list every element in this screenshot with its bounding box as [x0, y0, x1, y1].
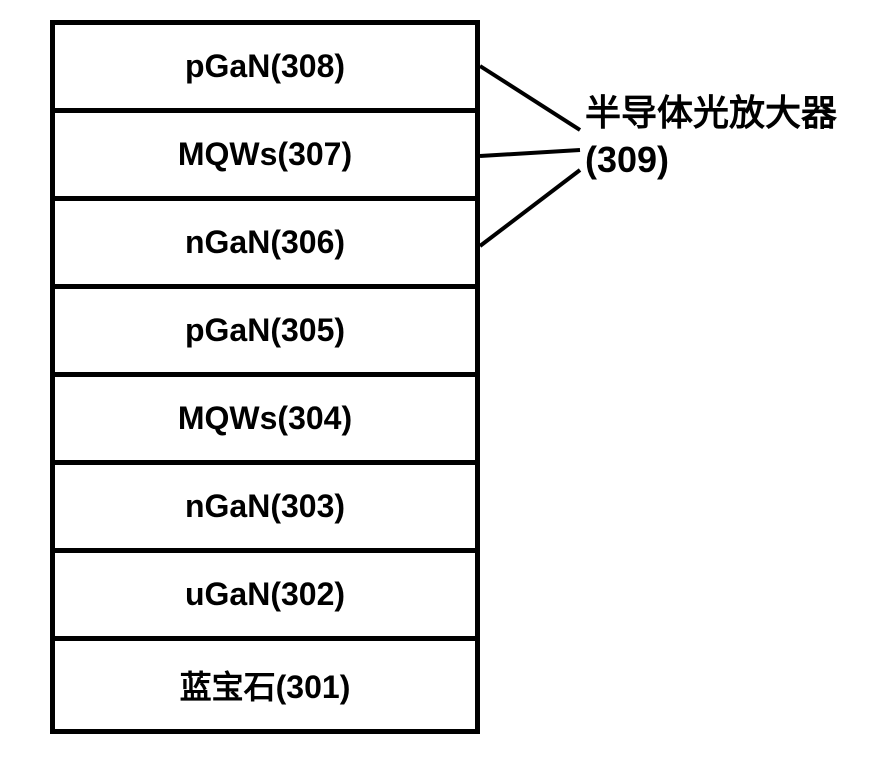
- layer-304: MQWs(304): [55, 377, 475, 465]
- layer-306: nGaN(306): [55, 201, 475, 289]
- layer-label: pGaN(305): [185, 312, 345, 349]
- layer-308: pGaN(308): [55, 25, 475, 113]
- annotation-line2: (309): [585, 137, 837, 184]
- layer-label: MQWs(307): [178, 136, 352, 173]
- layer-303: nGaN(303): [55, 465, 475, 553]
- annotation-309: 半导体光放大器 (309): [585, 90, 837, 184]
- annotation-line1: 半导体光放大器: [585, 90, 837, 137]
- layer-label: nGaN(306): [185, 224, 345, 261]
- layer-stack: pGaN(308) MQWs(307) nGaN(306) pGaN(305) …: [50, 20, 480, 734]
- layer-label: 蓝宝石(301): [180, 662, 351, 708]
- layer-301: 蓝宝石(301): [55, 641, 475, 729]
- layer-302: uGaN(302): [55, 553, 475, 641]
- layer-label: MQWs(304): [178, 400, 352, 437]
- connector-line: [480, 170, 580, 246]
- layer-305: pGaN(305): [55, 289, 475, 377]
- connector-line: [480, 66, 580, 130]
- connector-line: [480, 150, 580, 156]
- layer-307: MQWs(307): [55, 113, 475, 201]
- layer-label: uGaN(302): [185, 576, 345, 613]
- layer-label: pGaN(308): [185, 48, 345, 85]
- layer-label: nGaN(303): [185, 488, 345, 525]
